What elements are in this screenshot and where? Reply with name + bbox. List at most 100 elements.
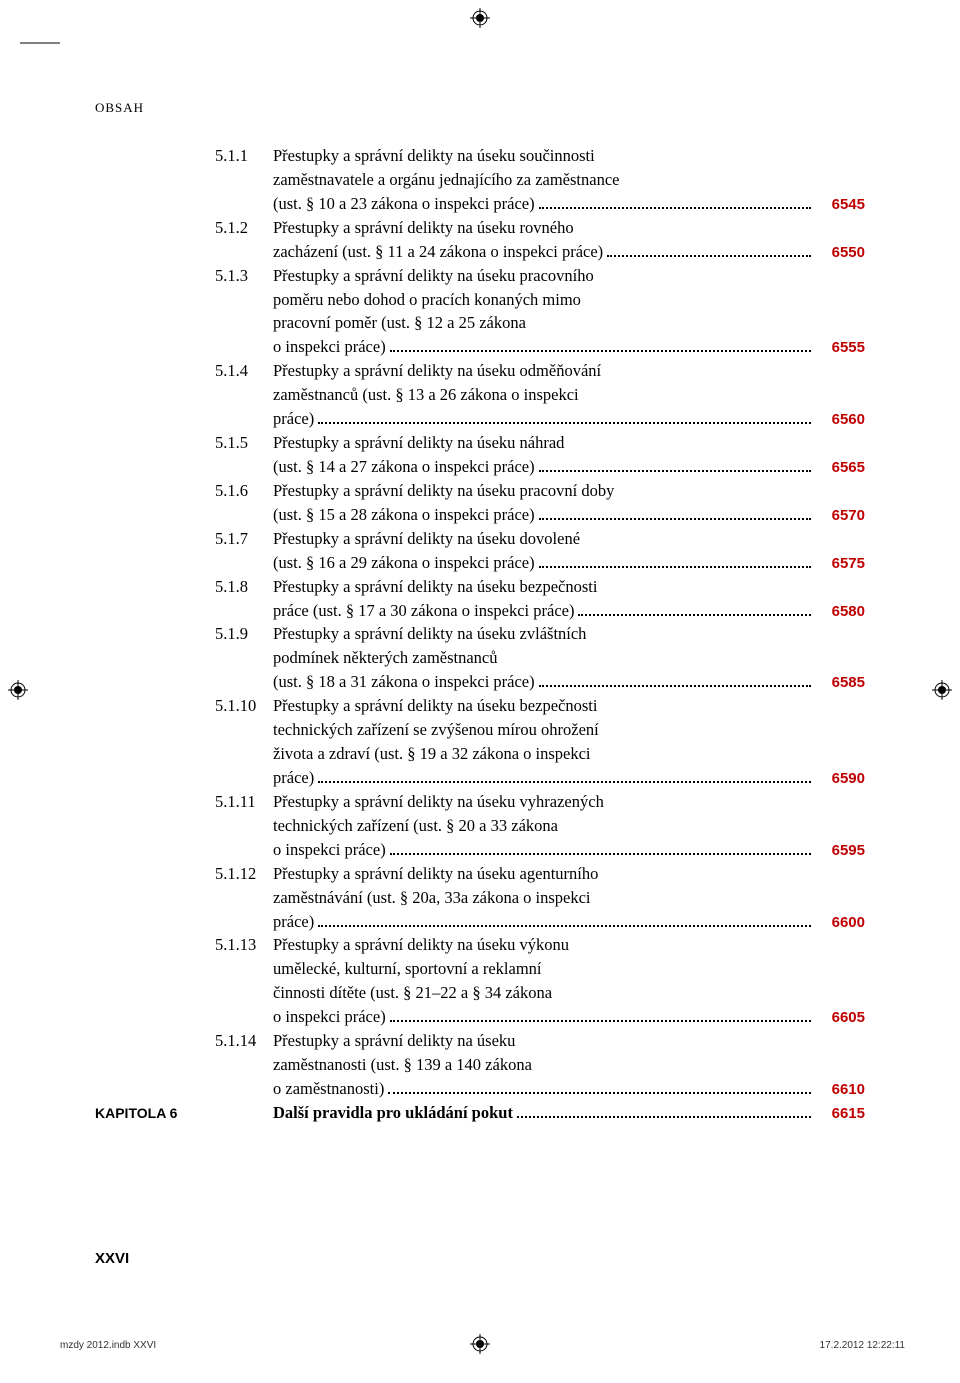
toc-entry-text: Přestupky a správní delikty na úseku bez… bbox=[273, 694, 597, 718]
toc-chapter-label bbox=[95, 479, 215, 481]
toc-entry-text: činnosti dítěte (ust. § 21–22 a § 34 zák… bbox=[273, 981, 552, 1005]
leader-dots bbox=[539, 672, 811, 687]
toc-entry-number: 5.1.1 bbox=[215, 144, 273, 168]
toc-list: 5.1.1Přestupky a správní delikty na úsek… bbox=[95, 144, 865, 1125]
leader-dots bbox=[390, 1007, 811, 1022]
toc-row: 5.1.2Přestupky a správní delikty na úsek… bbox=[95, 216, 865, 240]
toc-entry-number: 5.1.10 bbox=[215, 694, 273, 718]
toc-page-number: 6555 bbox=[815, 337, 865, 359]
toc-chapter-label bbox=[95, 551, 215, 553]
toc-entry-text: Přestupky a správní delikty na úseku bbox=[273, 1029, 515, 1053]
toc-chapter-label bbox=[95, 599, 215, 601]
toc-entry-text: zaměstnanců (ust. § 13 a 26 zákona o ins… bbox=[273, 383, 579, 407]
toc-chapter-label bbox=[95, 886, 215, 888]
toc-entry-number: 5.1.6 bbox=[215, 479, 273, 503]
toc-entry-text: (ust. § 14 a 27 zákona o inspekci práce) bbox=[273, 455, 535, 479]
toc-page-number: 6550 bbox=[815, 242, 865, 264]
toc-entry-text: zaměstnanosti (ust. § 139 a 140 zákona bbox=[273, 1053, 532, 1077]
toc-row: práce (ust. § 17 a 30 zákona o inspekci … bbox=[95, 599, 865, 623]
toc-page-number: 6600 bbox=[815, 912, 865, 934]
toc-page-number: 6605 bbox=[815, 1007, 865, 1029]
toc-chapter-label bbox=[95, 790, 215, 792]
footer-timestamp: 17.2.2012 12:22:11 bbox=[820, 1340, 905, 1351]
toc-row: 5.1.6Přestupky a správní delikty na úsek… bbox=[95, 479, 865, 503]
toc-row: KAPITOLA 6 Další pravidla pro ukládání po… bbox=[95, 1101, 865, 1125]
toc-entry-text: práce) bbox=[273, 766, 314, 790]
toc-page-number: 6595 bbox=[815, 840, 865, 862]
toc-chapter-label bbox=[95, 216, 215, 218]
toc-entry-text: technických zařízení se zvýšenou mírou o… bbox=[273, 718, 599, 742]
toc-row: poměru nebo dohod o pracích konaných mim… bbox=[95, 288, 865, 312]
toc-chapter-label bbox=[95, 718, 215, 720]
toc-entry-text: umělecké, kulturní, sportovní a reklamní bbox=[273, 957, 542, 981]
toc-chapter-label bbox=[95, 240, 215, 242]
toc-row: 5.1.9Přestupky a správní delikty na úsek… bbox=[95, 622, 865, 646]
leader-dots bbox=[318, 768, 811, 783]
toc-chapter-label bbox=[95, 455, 215, 457]
toc-row: technických zařízení se zvýšenou mírou o… bbox=[95, 718, 865, 742]
toc-entry-text: o zaměstnanosti) bbox=[273, 1077, 384, 1101]
footer-filename: mzdy 2012.indb XXVI bbox=[60, 1340, 156, 1351]
toc-row: 5.1.13Přestupky a správní delikty na úse… bbox=[95, 933, 865, 957]
toc-entry-text: (ust. § 15 a 28 zákona o inspekci práce) bbox=[273, 503, 535, 527]
toc-entry-number: 5.1.14 bbox=[215, 1029, 273, 1053]
toc-chapter-label bbox=[95, 288, 215, 290]
crop-mark-tl bbox=[20, 42, 40, 62]
toc-entry-text: Další pravidla pro ukládání pokut bbox=[273, 1101, 513, 1125]
page-content: OBSAH 5.1.1Přestupky a správní delikty n… bbox=[85, 100, 875, 1125]
leader-dots bbox=[390, 337, 811, 352]
toc-chapter-label bbox=[95, 933, 215, 935]
toc-row: činnosti dítěte (ust. § 21–22 a § 34 zák… bbox=[95, 981, 865, 1005]
toc-row: zaměstnavatele a orgánu jednajícího za z… bbox=[95, 168, 865, 192]
toc-page-number: 6615 bbox=[815, 1103, 865, 1125]
toc-chapter-label: KAPITOLA 6 bbox=[95, 1101, 215, 1123]
toc-entry-text: pracovní poměr (ust. § 12 a 25 zákona bbox=[273, 311, 526, 335]
toc-page-number: 6580 bbox=[815, 601, 865, 623]
toc-chapter-label bbox=[95, 622, 215, 624]
toc-chapter-label bbox=[95, 957, 215, 959]
toc-row: zaměstnanosti (ust. § 139 a 140 zákona bbox=[95, 1053, 865, 1077]
toc-entry-text: Přestupky a správní delikty na úseku výk… bbox=[273, 933, 569, 957]
toc-row: umělecké, kulturní, sportovní a reklamní bbox=[95, 957, 865, 981]
toc-entry-number: 5.1.7 bbox=[215, 527, 273, 551]
toc-entry-text: zaměstnavatele a orgánu jednajícího za z… bbox=[273, 168, 619, 192]
toc-chapter-label bbox=[95, 766, 215, 768]
toc-chapter-label bbox=[95, 192, 215, 194]
toc-chapter-label bbox=[95, 838, 215, 840]
registration-mark-bottom bbox=[470, 1334, 490, 1359]
toc-row: práce)6560 bbox=[95, 407, 865, 431]
toc-entry-number: 5.1.12 bbox=[215, 862, 273, 886]
toc-entry-text: Přestupky a správní delikty na úseku sou… bbox=[273, 144, 595, 168]
toc-row: (ust. § 18 a 31 zákona o inspekci práce)… bbox=[95, 670, 865, 694]
toc-entry-text: (ust. § 10 a 23 zákona o inspekci práce) bbox=[273, 192, 535, 216]
toc-row: 5.1.8Přestupky a správní delikty na úsek… bbox=[95, 575, 865, 599]
toc-row: (ust. § 10 a 23 zákona o inspekci práce)… bbox=[95, 192, 865, 216]
leader-dots bbox=[318, 911, 811, 926]
toc-chapter-label bbox=[95, 694, 215, 696]
toc-chapter-label bbox=[95, 1029, 215, 1031]
toc-page-number: 6610 bbox=[815, 1079, 865, 1101]
toc-page-number: 6570 bbox=[815, 505, 865, 527]
toc-entry-text: práce) bbox=[273, 910, 314, 934]
toc-chapter-label bbox=[95, 981, 215, 983]
toc-page-number: 6590 bbox=[815, 768, 865, 790]
toc-entry-number: 5.1.2 bbox=[215, 216, 273, 240]
leader-dots bbox=[578, 600, 811, 615]
toc-chapter-label bbox=[95, 311, 215, 313]
toc-entry-text: Přestupky a správní delikty na úseku rov… bbox=[273, 216, 574, 240]
toc-chapter-label bbox=[95, 407, 215, 409]
toc-chapter-label bbox=[95, 527, 215, 529]
toc-chapter-label bbox=[95, 910, 215, 912]
toc-row: zacházení (ust. § 11 a 24 zákona o inspe… bbox=[95, 240, 865, 264]
toc-row: technických zařízení (ust. § 20 a 33 zák… bbox=[95, 814, 865, 838]
toc-chapter-label bbox=[95, 1053, 215, 1055]
toc-page-number: 6545 bbox=[815, 194, 865, 216]
toc-entry-text: (ust. § 18 a 31 zákona o inspekci práce) bbox=[273, 670, 535, 694]
toc-row: práce) 6600 bbox=[95, 910, 865, 934]
toc-entry-number: 5.1.5 bbox=[215, 431, 273, 455]
toc-entry-text: podmínek některých zaměstnanců bbox=[273, 646, 498, 670]
toc-chapter-label bbox=[95, 575, 215, 577]
toc-entry-text: technických zařízení (ust. § 20 a 33 zák… bbox=[273, 814, 558, 838]
leader-dots bbox=[607, 242, 811, 257]
toc-entry-number: 5.1.9 bbox=[215, 622, 273, 646]
